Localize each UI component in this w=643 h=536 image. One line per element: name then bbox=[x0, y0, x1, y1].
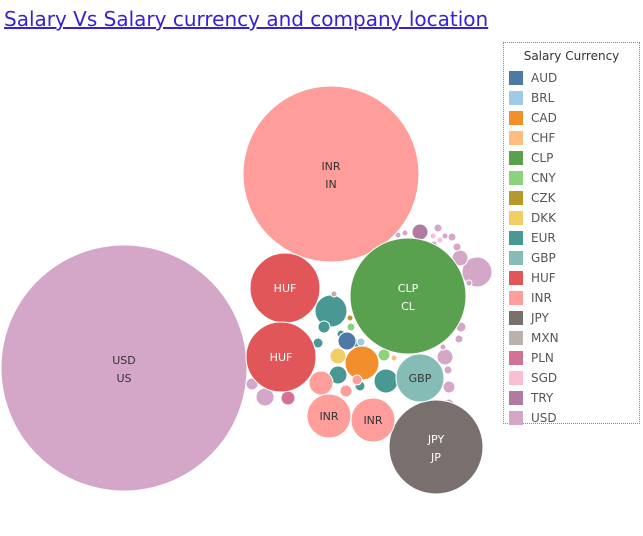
bubble-usd[interactable] bbox=[447, 232, 457, 242]
legend-item-eur[interactable]: EUR bbox=[504, 228, 639, 248]
legend-swatch bbox=[509, 351, 523, 365]
legend-label: CHF bbox=[531, 131, 556, 145]
legend-label: EUR bbox=[531, 231, 556, 245]
legend-swatch bbox=[509, 251, 523, 265]
legend-swatch bbox=[509, 91, 523, 105]
bubble-pln[interactable] bbox=[280, 390, 296, 406]
bubble-usd[interactable] bbox=[436, 348, 454, 366]
bubble-cny[interactable] bbox=[346, 322, 356, 332]
legend-item-clp[interactable]: CLP bbox=[504, 148, 639, 168]
bubble-usd[interactable] bbox=[441, 232, 449, 240]
legend-swatch bbox=[509, 151, 523, 165]
legend-swatch bbox=[509, 271, 523, 285]
legend-label: INR bbox=[531, 291, 552, 305]
legend-item-dkk[interactable]: DKK bbox=[504, 208, 639, 228]
bubble-eur[interactable] bbox=[373, 368, 399, 394]
legend-label: CNY bbox=[531, 171, 556, 185]
bubble-usd[interactable] bbox=[461, 256, 493, 288]
page-title[interactable]: Salary Vs Salary currency and company lo… bbox=[4, 7, 489, 31]
bubble-usd[interactable] bbox=[454, 334, 464, 344]
bubble-brl[interactable] bbox=[356, 337, 366, 347]
legend-label: USD bbox=[531, 411, 557, 425]
bubble-inr[interactable] bbox=[351, 374, 363, 386]
bubble-clp[interactable] bbox=[349, 237, 467, 355]
bubble-huf[interactable] bbox=[245, 321, 317, 393]
legend: Salary Currency AUD BRL CAD CHF CLP CNY CZK DKK… bbox=[503, 42, 640, 425]
legend-item-czk[interactable]: CZK bbox=[504, 188, 639, 208]
legend-item-chf[interactable]: CHF bbox=[504, 128, 639, 148]
legend-label: CAD bbox=[531, 111, 557, 125]
legend-title: Salary Currency bbox=[523, 49, 620, 63]
legend-swatch bbox=[509, 231, 523, 245]
bubble-jpy[interactable] bbox=[388, 399, 484, 495]
legend-item-gbp[interactable]: GBP bbox=[504, 248, 639, 268]
legend-label: PLN bbox=[531, 351, 554, 365]
bubble-try[interactable] bbox=[411, 223, 429, 241]
bubble-usd[interactable] bbox=[452, 242, 462, 252]
legend-label: BRL bbox=[531, 91, 555, 105]
legend-item-cny[interactable]: CNY bbox=[504, 168, 639, 188]
legend-swatch bbox=[509, 191, 523, 205]
legend-item-cad[interactable]: CAD bbox=[504, 108, 639, 128]
legend-swatch bbox=[509, 371, 523, 385]
legend-label: SGD bbox=[531, 371, 558, 385]
legend-swatch bbox=[509, 71, 523, 85]
legend-swatch bbox=[509, 131, 523, 145]
legend-items: AUD BRL CAD CHF CLP CNY CZK DKK EUR GBP HUF INR JPY M… bbox=[504, 68, 639, 428]
legend-swatch bbox=[509, 331, 523, 345]
legend-label: HUF bbox=[531, 271, 556, 285]
legend-item-huf[interactable]: HUF bbox=[504, 268, 639, 288]
legend-swatch bbox=[509, 291, 523, 305]
bubble-aud[interactable] bbox=[337, 331, 357, 351]
legend-swatch bbox=[509, 411, 523, 425]
legend-label: TRY bbox=[531, 391, 554, 405]
legend-label: CLP bbox=[531, 151, 554, 165]
bubble-usd[interactable] bbox=[439, 343, 447, 351]
legend-label: GBP bbox=[531, 251, 556, 265]
legend-item-aud[interactable]: AUD bbox=[504, 68, 639, 88]
legend-label: CZK bbox=[531, 191, 556, 205]
bubble-mxn[interactable] bbox=[330, 290, 338, 298]
bubble-eur[interactable] bbox=[317, 320, 331, 334]
legend-item-sgd[interactable]: SGD bbox=[504, 368, 639, 388]
legend-swatch bbox=[509, 391, 523, 405]
bubble-inr[interactable] bbox=[308, 370, 334, 396]
bubble-inr[interactable] bbox=[350, 397, 396, 443]
legend-swatch bbox=[509, 171, 523, 185]
legend-label: DKK bbox=[531, 211, 556, 225]
legend-swatch bbox=[509, 111, 523, 125]
legend-item-mxn[interactable]: MXN bbox=[504, 328, 639, 348]
bubble-usd[interactable] bbox=[442, 380, 456, 394]
legend-swatch bbox=[509, 311, 523, 325]
bubble-usd[interactable] bbox=[433, 223, 443, 233]
legend-label: JPY bbox=[531, 311, 549, 325]
bubble-sgd[interactable] bbox=[436, 236, 444, 244]
legend-item-jpy[interactable]: JPY bbox=[504, 308, 639, 328]
bubble-inr[interactable] bbox=[242, 85, 420, 263]
bubble-inr[interactable] bbox=[306, 393, 352, 439]
legend-item-try[interactable]: TRY bbox=[504, 388, 639, 408]
bubble-czk[interactable] bbox=[346, 314, 354, 322]
bubble-chf[interactable] bbox=[390, 354, 398, 362]
bubble-usd[interactable] bbox=[0, 244, 248, 492]
legend-item-inr[interactable]: INR bbox=[504, 288, 639, 308]
bubble-usd[interactable] bbox=[401, 229, 409, 237]
legend-item-brl[interactable]: BRL bbox=[504, 88, 639, 108]
bubble-inr[interactable] bbox=[339, 384, 353, 398]
bubble-cad[interactable] bbox=[344, 345, 380, 381]
bubble-usd[interactable] bbox=[465, 279, 473, 287]
legend-swatch bbox=[509, 211, 523, 225]
legend-label: AUD bbox=[531, 71, 558, 85]
bubble-dkk[interactable] bbox=[329, 347, 347, 365]
legend-label: MXN bbox=[531, 331, 559, 345]
bubble-sgd[interactable] bbox=[429, 232, 437, 240]
bubble-usd[interactable] bbox=[443, 365, 453, 375]
legend-item-pln[interactable]: PLN bbox=[504, 348, 639, 368]
bubble-huf[interactable] bbox=[249, 252, 321, 324]
legend-item-usd[interactable]: USD bbox=[504, 408, 639, 428]
bubble-gbp[interactable] bbox=[395, 353, 445, 403]
